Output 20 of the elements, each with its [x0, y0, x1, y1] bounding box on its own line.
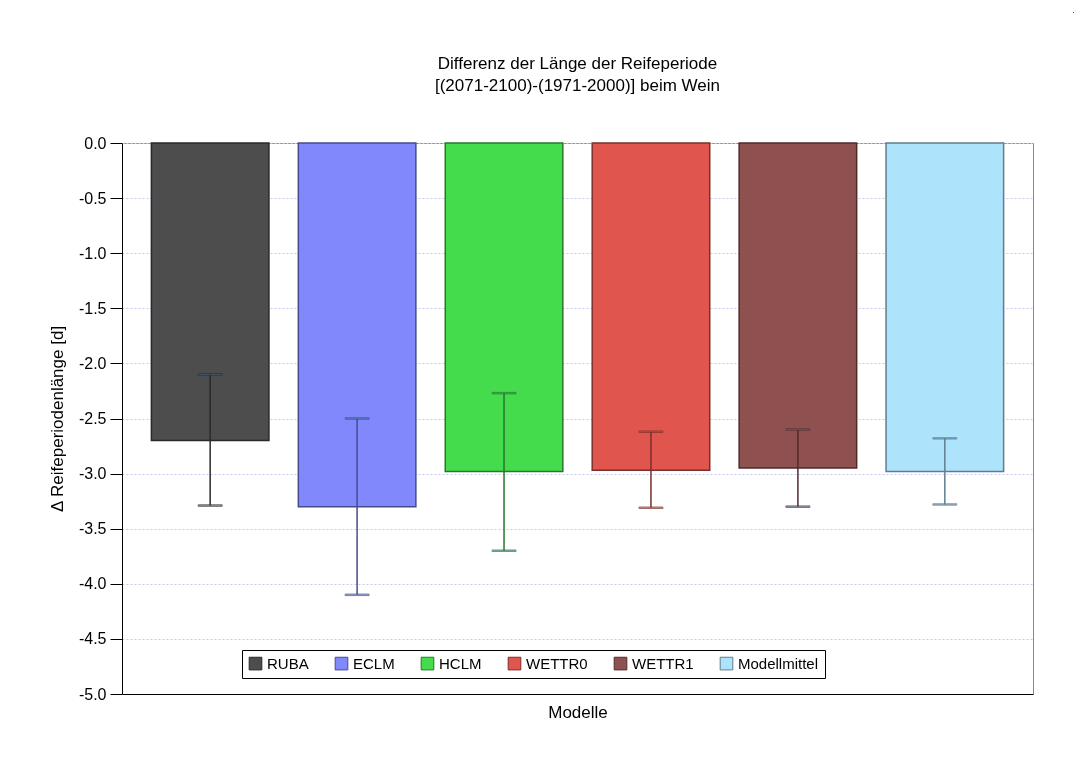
y-tick-label: -4.5 [78, 630, 107, 648]
y-tick-label: 0.0 [84, 134, 107, 152]
y-tick-label: -1.0 [78, 244, 107, 262]
y-tick-label: -2.0 [78, 354, 107, 372]
y-tick-label: -0.5 [78, 189, 107, 207]
y-tick-label: -2.5 [78, 410, 107, 427]
y-tick-label: -5.0 [78, 685, 107, 703]
legend-label: RUBA [267, 654, 309, 672]
chart-title: Differenz der Länge der Reifeperiode [(2071-2100)-(1971-2000)] beim Wein [434, 54, 721, 95]
y-tick-label: -4.0 [78, 575, 107, 593]
legend-label: ECLM [353, 654, 395, 672]
legend-label: HCLM [439, 654, 482, 672]
legend-label: WETTR0 [526, 654, 588, 672]
y-tick-label: -3.0 [78, 465, 107, 483]
y-axis-title: Δ Reifeperiodenlänge [d] [47, 325, 67, 513]
y-tick-label: -3.5 [78, 520, 107, 538]
legend-label: WETTR1 [632, 654, 694, 672]
y-tick-label: -1.5 [78, 299, 107, 317]
x-axis-title: Modelle [548, 702, 608, 722]
legend-label: Modellmittel [738, 654, 819, 672]
